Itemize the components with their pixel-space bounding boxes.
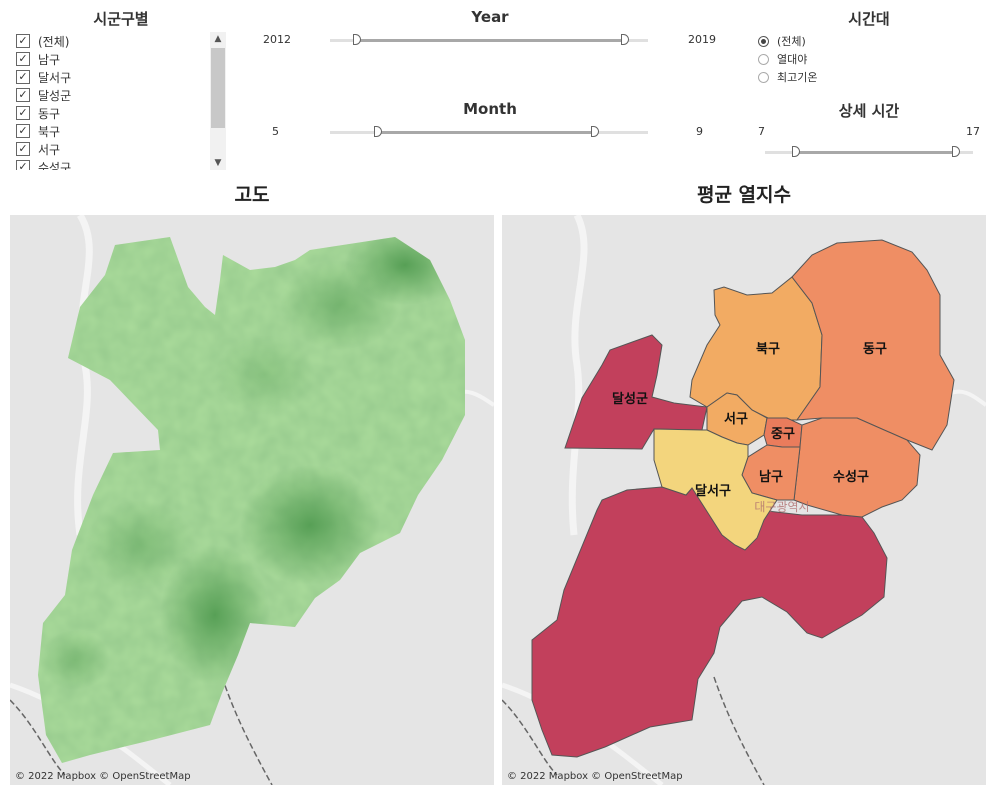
year-slider-end-handle[interactable]	[620, 34, 629, 45]
checkbox-label: 달서구	[38, 70, 72, 85]
heat-index-map-title: 평균 열지수	[696, 184, 791, 206]
radio-button[interactable]	[758, 35, 769, 47]
checkbox-label: 달성군	[38, 88, 72, 103]
checkbox-label: 수성구	[38, 160, 72, 171]
hour-filter: 상세 시간 7 17	[740, 100, 998, 162]
district-dong-gu[interactable]	[791, 239, 955, 451]
hour-slider-fill	[796, 151, 957, 154]
month-slider-track[interactable]	[330, 126, 648, 137]
checkbox-item-nam-gu[interactable]: ✓ 남구	[16, 50, 206, 68]
radio-option-all[interactable]: (전체)	[758, 33, 806, 49]
month-max-label: 9	[696, 125, 703, 138]
checkbox[interactable]: ✓	[16, 88, 30, 102]
district-label-nam-gu: 남구	[759, 469, 783, 485]
year-filter-title: Year	[471, 8, 509, 26]
heat-index-map[interactable]: 대구광역시 달성군 북구 동구 서구 중구 남구 수성구 달서구 © 2022 …	[502, 215, 986, 785]
radio-button[interactable]	[758, 53, 769, 65]
city-label: 대구광역시	[754, 500, 809, 514]
district-dalseong-gun[interactable]	[531, 486, 888, 758]
elevation-map-title: 고도	[234, 184, 270, 206]
checkbox-item-suseong-gu[interactable]: ✓ 수성구	[16, 158, 206, 170]
district-label-dalseong-gun: 달성군	[612, 392, 648, 407]
radio-label: 열대야	[777, 53, 808, 66]
scroll-thumb[interactable]	[211, 48, 225, 128]
month-slider-end-handle[interactable]	[591, 126, 600, 137]
month-filter-title: Month	[463, 100, 517, 118]
hour-slider-start-handle[interactable]	[792, 146, 801, 157]
checkbox-label: 남구	[38, 52, 61, 67]
time-filter-title: 시간대	[848, 10, 890, 28]
checkbox[interactable]: ✓	[16, 124, 30, 138]
district-label-seo-gu: 서구	[724, 412, 748, 427]
district-label-jung-gu: 중구	[771, 427, 795, 442]
year-slider-start-handle[interactable]	[352, 34, 361, 45]
checkbox[interactable]: ✓	[16, 34, 30, 48]
district-label-suseong-gu: 수성구	[833, 470, 869, 485]
checkbox-item-all[interactable]: ✓ (전체)	[16, 32, 206, 50]
elevation-map-canvas	[10, 215, 494, 785]
radio-option-max-temp[interactable]: 최고기온	[758, 69, 817, 85]
year-slider-fill	[356, 39, 625, 42]
checkbox-item-dong-gu[interactable]: ✓ 동구	[16, 104, 206, 122]
checkbox[interactable]: ✓	[16, 106, 30, 120]
district-filter-title: 시군구별	[93, 10, 149, 28]
district-suseong-gu[interactable]	[793, 417, 921, 518]
heat-index-map-canvas: 대구광역시 달성군 북구 동구 서구 중구 남구 수성구 달서구	[502, 215, 986, 785]
checkbox[interactable]: ✓	[16, 142, 30, 156]
checkbox-label: 북구	[38, 124, 61, 139]
checkbox-item-dalseong-gun[interactable]: ✓ 달성군	[16, 86, 206, 104]
map-attribution[interactable]: © 2022 Mapbox © OpenStreetMap	[15, 771, 191, 782]
month-slider-start-handle[interactable]	[373, 126, 382, 137]
radio-option-tropical-night[interactable]: 열대야	[758, 51, 807, 67]
district-checklist: ✓ (전체) ✓ 남구 ✓ 달서구 ✓ 달성군 ✓ 동구 ✓ 북구 ✓ 서구 ✓ 수성구	[16, 32, 206, 170]
checkbox-label: 동구	[38, 106, 61, 121]
radio-label: 최고기온	[777, 71, 818, 84]
chevron-down-icon[interactable]: ▼	[214, 158, 222, 168]
district-label-buk-gu: 북구	[756, 342, 780, 357]
district-label-dong-gu: 동구	[863, 342, 887, 357]
checkbox-item-dalseo-gu[interactable]: ✓ 달서구	[16, 68, 206, 86]
hour-filter-title: 상세 시간	[838, 102, 900, 120]
radio-label: (전체)	[777, 35, 806, 48]
year-min-label: 2012	[263, 33, 291, 46]
time-of-day-filter: 시간대 (전체) 열대야 최고기온	[740, 8, 998, 88]
checkbox[interactable]: ✓	[16, 70, 30, 84]
checklist-scrollbar[interactable]: ▲ ▼	[210, 32, 226, 170]
month-min-label: 5	[272, 125, 279, 138]
hour-min-label: 7	[758, 125, 765, 138]
checkbox-label: 서구	[38, 142, 61, 157]
map-attribution[interactable]: © 2022 Mapbox © OpenStreetMap	[507, 771, 683, 782]
hour-max-label: 17	[966, 125, 980, 138]
month-filter: Month 5 9	[250, 100, 730, 150]
chevron-up-icon[interactable]: ▲	[214, 34, 222, 44]
year-slider-track[interactable]	[330, 34, 648, 45]
checkbox[interactable]: ✓	[16, 160, 30, 170]
year-filter: Year 2012 2019	[250, 8, 730, 58]
hour-slider-track[interactable]	[765, 146, 973, 157]
checkbox-item-buk-gu[interactable]: ✓ 북구	[16, 122, 206, 140]
checkbox-label: (전체)	[38, 34, 70, 49]
district-label-dalseo-gu: 달서구	[695, 484, 731, 499]
district-filter: 시군구별 ✓ (전체) ✓ 남구 ✓ 달서구 ✓ 달성군 ✓ 동구 ✓ 북구 ✓ 서구 ✓ 수성…	[14, 8, 228, 170]
year-max-label: 2019	[688, 33, 716, 46]
checkbox-item-seo-gu[interactable]: ✓ 서구	[16, 140, 206, 158]
checkbox[interactable]: ✓	[16, 52, 30, 66]
elevation-map[interactable]: © 2022 Mapbox © OpenStreetMap	[10, 215, 494, 785]
district-dalseo-gu[interactable]	[653, 428, 778, 551]
radio-button[interactable]	[758, 71, 769, 83]
month-slider-fill	[377, 131, 596, 134]
hour-slider-end-handle[interactable]	[952, 146, 961, 157]
